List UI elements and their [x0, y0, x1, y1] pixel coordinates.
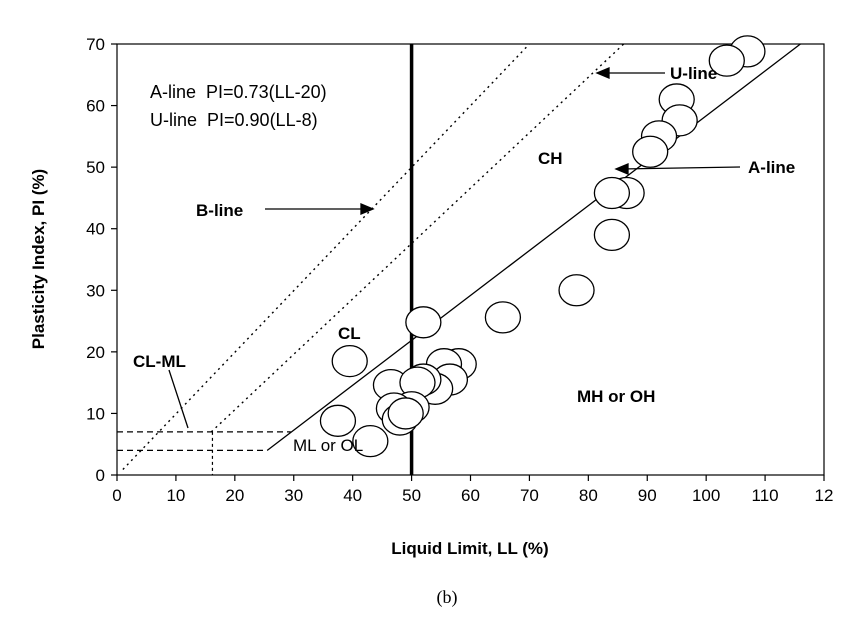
x-tick-label: 60: [461, 486, 480, 505]
y-tick-label: 60: [86, 97, 105, 116]
x-axis-ticks: 0 10 20 30 40 50 60 70 80 90 100 110 12: [112, 475, 833, 505]
x-tick-label: 30: [284, 486, 303, 505]
a-line-equation: A-line PI=0.73(LL-20): [150, 82, 327, 102]
data-point: [558, 274, 595, 307]
zone-label-ml-ol: ML or OL: [293, 436, 363, 455]
a-line-label: A-line: [748, 158, 795, 177]
x-tick-label: 100: [692, 486, 720, 505]
data-point: [387, 397, 424, 430]
data-point: [352, 424, 389, 458]
x-tick-label: 40: [343, 486, 362, 505]
u-line: [210, 43, 625, 433]
y-tick-label: 30: [86, 281, 105, 300]
reference-lines: [117, 43, 801, 475]
zone-label-mh-oh: MH or OH: [577, 387, 655, 406]
a-line: [266, 43, 801, 451]
data-point: [319, 404, 357, 437]
y-tick-label: 0: [96, 466, 105, 485]
y-tick-label: 70: [86, 35, 105, 54]
cl-ml-pointer: [168, 369, 189, 429]
data-points: [319, 35, 766, 458]
y-axis-ticks: 0 10 20 30 40 50 60 70: [86, 35, 117, 485]
plot-area: [116, 43, 825, 476]
zone-label-cl-ml: CL-ML: [133, 352, 186, 371]
data-point: [405, 306, 442, 339]
b-line-arrow: [265, 203, 375, 215]
x-tick-label: 80: [579, 486, 598, 505]
y-tick-label: 50: [86, 158, 105, 177]
b-line: [122, 43, 530, 470]
data-point: [331, 344, 368, 378]
u-line-label: U-line: [670, 64, 717, 83]
data-point: [632, 135, 669, 168]
data-point: [484, 301, 522, 334]
b-line-label: B-line: [196, 201, 243, 220]
data-point: [593, 218, 631, 252]
x-tick-label: 10: [166, 486, 185, 505]
y-tick-label: 20: [86, 343, 105, 362]
zone-label-ch: CH: [538, 149, 563, 168]
x-tick-label: 90: [638, 486, 657, 505]
zone-label-cl: CL: [338, 324, 361, 343]
x-tick-label: 50: [402, 486, 421, 505]
x-tick-label: 70: [520, 486, 539, 505]
figure-caption: (b): [437, 587, 458, 608]
x-tick-label: 110: [752, 486, 779, 505]
data-point: [593, 176, 631, 210]
y-axis-title: Plasticity Index, PI (%): [29, 169, 48, 349]
a-line-arrow: [614, 163, 741, 175]
u-line-equation: U-line PI=0.90(LL-8): [150, 110, 318, 130]
x-tick-label: 20: [225, 486, 244, 505]
annotation-arrows: [168, 67, 741, 429]
x-axis-title: Liquid Limit, LL (%): [391, 539, 548, 558]
u-line-arrow: [595, 67, 665, 79]
y-tick-label: 10: [86, 404, 105, 423]
x-tick-label: 12: [815, 486, 834, 505]
data-point: [708, 44, 745, 77]
x-tick-label: 0: [112, 486, 121, 505]
y-tick-label: 40: [86, 220, 105, 239]
